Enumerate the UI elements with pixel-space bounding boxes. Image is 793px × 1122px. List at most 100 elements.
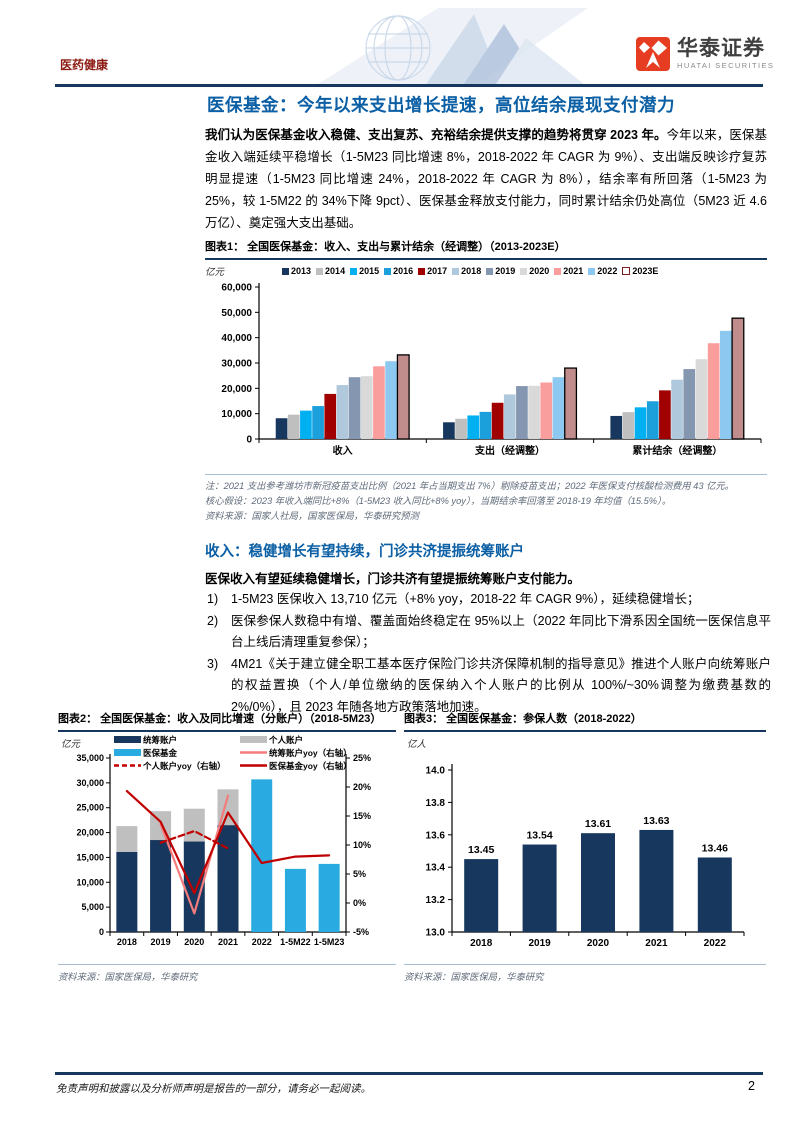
axis-label: 15,000 (76, 852, 104, 862)
axis-label: 13.4 (426, 863, 446, 874)
bar (522, 844, 557, 932)
line-series (125, 789, 331, 895)
legend-swatch (554, 267, 562, 275)
bar (516, 386, 528, 439)
legend-item: 统筹账户 (114, 733, 236, 746)
list-item-number: 2) (207, 613, 219, 628)
legend-swatch (486, 267, 494, 275)
legend-swatch (452, 267, 460, 275)
list-item-number: 3) (207, 656, 219, 671)
bar (646, 401, 659, 439)
bar (324, 393, 337, 439)
axis-label: 累计结余（经调整） (632, 444, 722, 457)
legend-item: 2014 (316, 266, 345, 276)
axis-label: 2022 (252, 937, 272, 947)
figure3-unit-label: 亿人 (407, 739, 427, 750)
figure2-chart: 0 5,000 10,000 15,000 20,000 25,000 30,000 35,0… (76, 753, 371, 947)
legend-item: 2013 (282, 266, 311, 276)
axis-label: 14.0 (426, 766, 446, 777)
bar (707, 343, 720, 439)
legend-swatch (240, 736, 267, 743)
axis-label: 50,000 (221, 308, 252, 319)
legend-item: 2023E (622, 266, 658, 276)
figure1-unit-label: 亿元 (205, 267, 225, 278)
legend-item: 统筹账户yoy（右轴） (240, 746, 352, 759)
axis-label: 2019 (151, 937, 171, 947)
axis-label: 2018 (117, 937, 137, 947)
bar (731, 317, 745, 440)
legend-item: 医保基金yoy（右轴） (240, 759, 352, 772)
legend-item: 个人账户yoy（右轴） (114, 759, 236, 772)
figure2-source: 资料来源：国家医保局，华泰研究 (58, 964, 396, 983)
bar (275, 418, 288, 439)
bar (581, 833, 615, 932)
axis-label: 13.0 (426, 928, 446, 939)
bar (622, 412, 635, 439)
legend-item: 医保基金 (114, 746, 236, 759)
axis-label: 0 (246, 435, 252, 446)
axis-label: 5% (353, 869, 366, 879)
footer-divider (55, 1072, 763, 1075)
bar (503, 394, 516, 439)
bar (719, 330, 732, 439)
axis-label: 30,000 (221, 359, 252, 370)
axis-label: 13.6 (426, 830, 446, 841)
section-lead: 医保收入有望延续稳健增长，门诊共济有望提振统筹账户支付能力。 (205, 572, 581, 586)
legend-item: 2020 (520, 266, 549, 276)
axis-label: 10% (353, 840, 371, 850)
axis-label: 2022 (704, 938, 727, 949)
list-item-number: 1) (207, 592, 219, 606)
intro-bold-sentence: 我们认为医保基金收入稳健、支出复苏、充裕结余提供支撑的趋势将贯穿 2023 年。 (205, 128, 667, 142)
legend-item: 2017 (418, 266, 447, 276)
axis-label: -5% (353, 927, 369, 937)
legend-swatch (418, 267, 426, 275)
bar (443, 422, 455, 439)
bar (639, 829, 674, 932)
bar (564, 367, 578, 440)
header-divider (55, 84, 763, 87)
legend-item: 2015 (350, 266, 379, 276)
bar (697, 857, 732, 932)
bar (464, 859, 499, 932)
huatai-logo-icon (636, 37, 670, 71)
axis-label: 1-5M23 (314, 937, 345, 947)
legend-swatch (316, 267, 324, 275)
bar (287, 414, 300, 439)
axis-label: 30,000 (76, 778, 104, 788)
axis-label: 0 (99, 927, 104, 937)
bar (251, 779, 273, 932)
brand-text: 华泰证券 HUATAI SECURITIES (677, 37, 774, 71)
axis-label: 20,000 (221, 384, 252, 395)
footer-disclaimer: 免责声明和披露以及分析师声明是报告的一部分，请务必一起阅读。 (56, 1083, 371, 1095)
brand-name-cn: 华泰证券 (677, 37, 765, 60)
axis-label: 13.63 (643, 815, 669, 827)
axis-label: 支出（经调整） (474, 444, 545, 457)
list-item: 1) 1-5M23 医保收入 13,710 亿元（+8% yoy，2018-22 … (205, 589, 771, 611)
bar (373, 366, 385, 439)
figure1-legend-row: 亿元 2013 2014 2015 2016 2017 2018 2019 2020 2021 2… (205, 263, 767, 279)
figure3-title: 图表3： 全国医保基金：参保人数（2018-2022） (404, 710, 766, 732)
figure1-notes: 注：2021 支出参考潍坊市新冠疫苗支出比例（2021 年占当期支出 7%）剔除… (205, 474, 767, 524)
axis-label: 13.46 (702, 842, 728, 854)
bar (671, 379, 683, 439)
list-item-text: 医保参保人数稳中有增、覆盖面始终稳定在 95%以上（2022 年同比下滑系因全国… (231, 613, 771, 650)
bar (336, 385, 349, 439)
figure3-block: 图表3： 全国医保基金：参保人数（2018-2022） 亿人 13.0 13.2 1… (404, 710, 766, 983)
axis-label: 2019 (528, 938, 551, 949)
axis-label: 2021 (645, 938, 668, 949)
figure2-title: 图表2： 全国医保基金：收入及同比增速（分账户）（2018-5M23） (58, 710, 396, 732)
legend-swatch (588, 267, 596, 275)
axis-label: 25,000 (76, 803, 104, 813)
brand-logo: 华泰证券 HUATAI SECURITIES (636, 37, 774, 71)
bar (683, 369, 696, 439)
bar (116, 851, 138, 932)
figure1-note-1: 注：2021 支出参考潍坊市新冠疫苗支出比例（2021 年占当期支出 7%）剔除… (205, 481, 734, 491)
legend-item: 2019 (486, 266, 515, 276)
legend-swatch (350, 267, 358, 275)
axis-label: 25% (353, 753, 371, 763)
axis-label: 5,000 (81, 902, 104, 912)
figure1-legend: 2013 2014 2015 2016 2017 2018 2019 2020 2021 2022… (282, 266, 658, 276)
legend-item: 2021 (554, 266, 583, 276)
list-item: 2) 医保参保人数稳中有增、覆盖面始终稳定在 95%以上（2022 年同比下滑系因… (205, 611, 771, 654)
